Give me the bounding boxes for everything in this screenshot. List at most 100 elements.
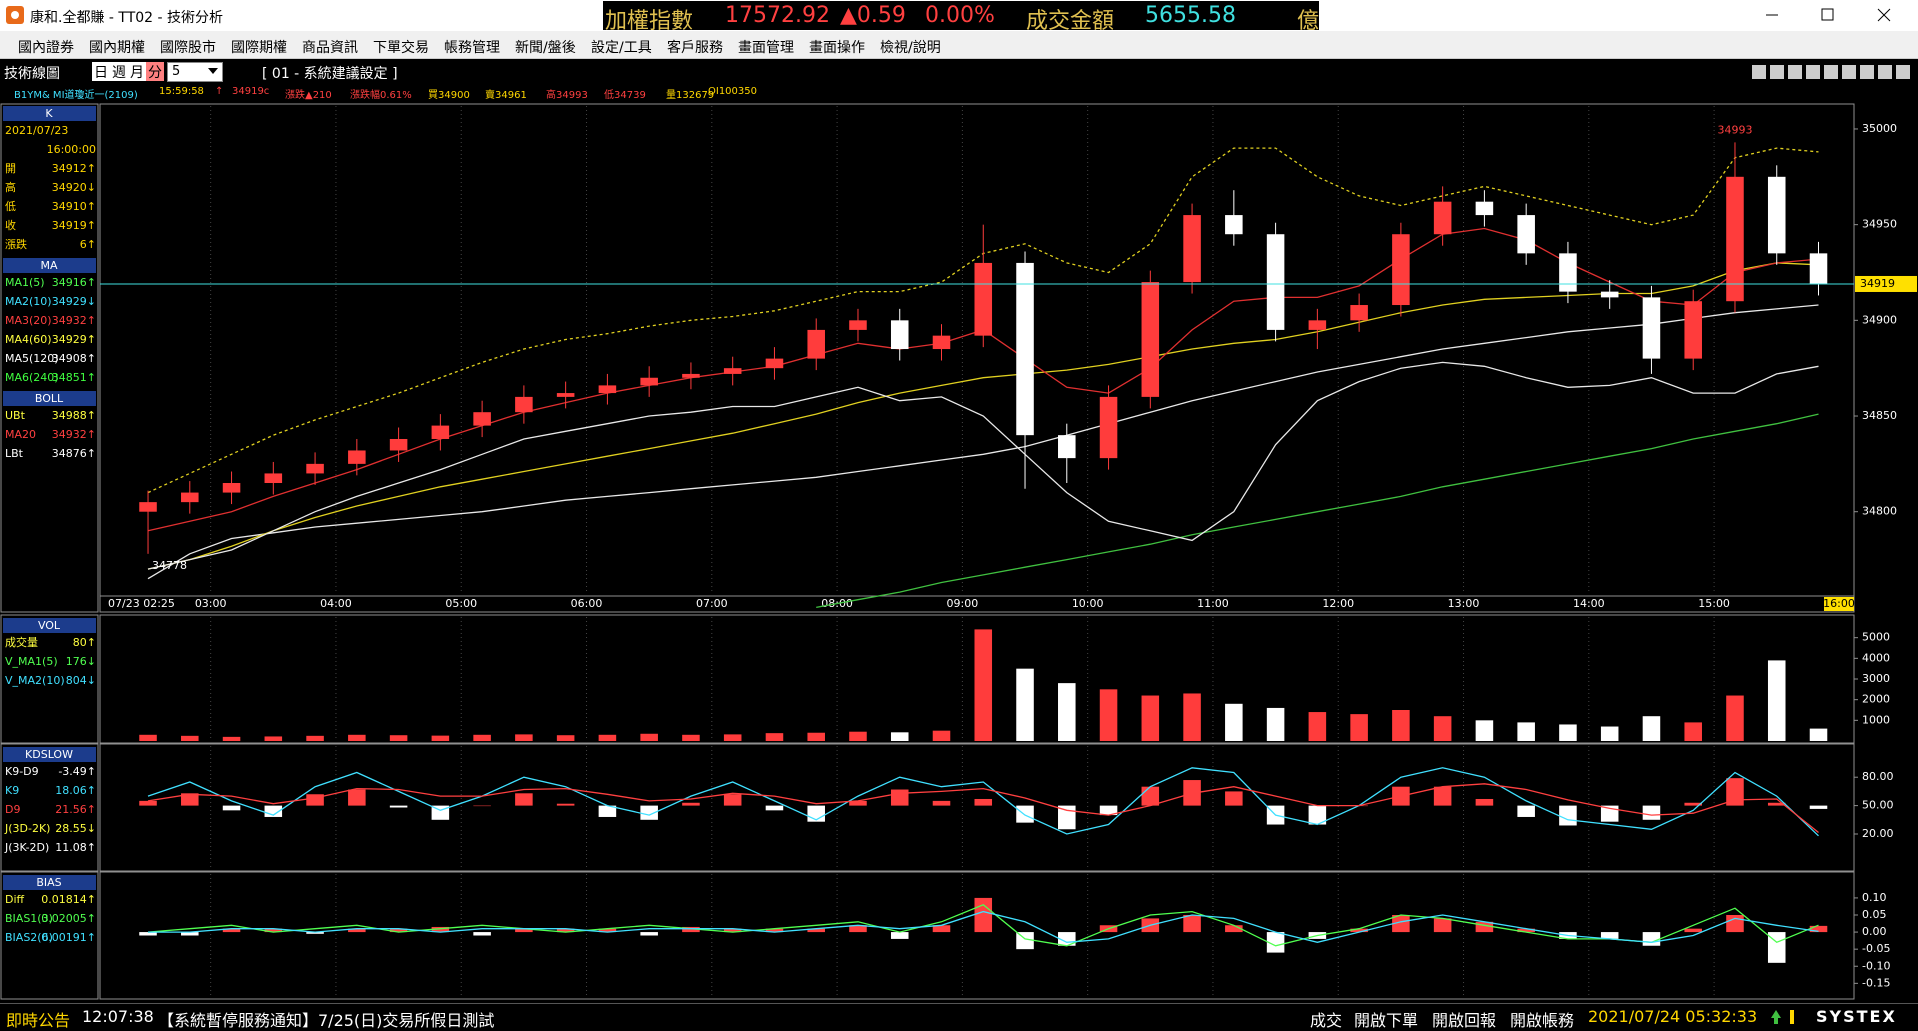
volume-bar <box>849 731 867 741</box>
indicator-bar <box>1058 805 1076 830</box>
indicator-bar <box>1016 805 1034 823</box>
x-tick-label: 12:00 <box>1322 597 1354 610</box>
indicator-bar <box>473 932 491 936</box>
menu-item[interactable]: 畫面管理 <box>738 40 794 56</box>
y-tick-label: 20.00 <box>1862 827 1894 840</box>
volume-bar <box>1559 724 1577 741</box>
menu-item[interactable]: 帳務管理 <box>444 40 500 56</box>
period-button[interactable]: 週 <box>112 65 126 81</box>
period-selector[interactable]: 日週月分 <box>92 62 164 81</box>
menu-item[interactable]: 國際期權 <box>231 40 287 56</box>
volume-bar <box>807 732 825 741</box>
indicator-bar <box>348 789 366 806</box>
indicator-bar <box>1642 805 1661 820</box>
turnover-label: 成交金額 <box>1026 9 1115 34</box>
indicator-bar <box>1726 778 1744 806</box>
indicator-line <box>816 413 1819 609</box>
legend-value: 34916↑ <box>52 276 96 289</box>
volume-bar <box>1517 722 1535 741</box>
menu-item[interactable]: 國內證券 <box>18 40 74 56</box>
indicator-bar <box>598 805 617 817</box>
menu-item[interactable]: 新聞/盤後 <box>515 40 576 56</box>
legend-value: 34929↓ <box>52 295 96 308</box>
indicator-bar <box>1684 928 1702 933</box>
indicator-bar <box>849 800 867 806</box>
status-button[interactable]: 開啟下單 <box>1354 1011 1419 1030</box>
legend-value: 34851↑ <box>52 371 96 384</box>
candle-body <box>1308 320 1327 330</box>
last-price-label: 34919 <box>1860 277 1895 290</box>
legend-title: KDSLOW <box>25 748 73 761</box>
period-button[interactable]: 月 <box>130 65 144 81</box>
setting-label: [ 01 - 系統建議設定 ] <box>262 66 398 82</box>
volume-bar <box>306 735 324 741</box>
x-start-label: 07/23 02:25 <box>108 597 175 610</box>
candle-body <box>348 450 366 464</box>
legend-header <box>3 875 96 890</box>
legend-value: 34912↑ <box>52 162 96 175</box>
status-button[interactable]: 開啟帳務 <box>1510 1011 1575 1030</box>
menu-item[interactable]: 國際股市 <box>160 40 216 56</box>
period-button[interactable]: 日 <box>94 65 108 81</box>
window-controls[interactable] <box>1750 0 1918 31</box>
legend-header <box>3 258 96 273</box>
volume-bar <box>723 734 742 741</box>
menu-item[interactable]: 客戶服務 <box>667 40 723 56</box>
legend-frame <box>0 614 99 744</box>
candle-body <box>1475 201 1494 216</box>
toolbar: 技術線圖 日週月分 5 [ 01 - 系統建議設定 ] <box>0 60 1918 84</box>
notice-text: 【系統暫停服務通知】7/25(日)交易所假日測試 <box>158 1011 495 1030</box>
menu-item[interactable]: 檢視/說明 <box>880 40 941 56</box>
indicator-bar <box>1767 932 1786 963</box>
x-tick-label: 07:00 <box>696 597 728 610</box>
indicator-bar <box>807 928 825 933</box>
volume-bar <box>1225 703 1243 741</box>
legend-value: 28.55↓ <box>55 822 96 835</box>
volume-bar <box>598 734 617 741</box>
candle-body <box>974 262 993 336</box>
volume-bar <box>1350 714 1368 741</box>
legend-value: 34919↑ <box>52 219 96 232</box>
menu-item[interactable]: 下單交易 <box>373 40 429 56</box>
legend-header <box>3 106 96 121</box>
legend-value: 34929↑ <box>52 333 96 346</box>
indicator-bar <box>598 928 617 933</box>
candle-body <box>1225 215 1243 235</box>
y-tick-label: 1000 <box>1862 713 1890 726</box>
info-field: 低34739 <box>604 90 646 101</box>
candle-body <box>932 335 951 350</box>
y-tick-label: 34800 <box>1862 505 1897 518</box>
menu-item[interactable]: 商品資訊 <box>302 40 358 56</box>
volume-bar <box>556 735 575 741</box>
ticker-value: 17572.92 <box>725 3 830 28</box>
indicator-bar <box>1809 925 1828 933</box>
candle-body <box>807 329 825 359</box>
legend-frame <box>0 103 99 613</box>
period-button[interactable]: 分 <box>146 62 164 81</box>
interval-select[interactable]: 5 <box>167 62 223 82</box>
volume-bar <box>1809 728 1828 741</box>
legend-label: 高 <box>5 180 16 194</box>
notice-label: 即時公告 <box>6 1011 71 1030</box>
status-button[interactable]: 成交 <box>1310 1011 1343 1030</box>
candle-body <box>1266 234 1285 330</box>
ticker: 加權指數 17572.92 ▲0.59 0.00% 成交金額 5655.58 億 <box>603 1 1319 34</box>
indicator-line <box>147 361 1819 570</box>
volume-bar <box>515 734 533 741</box>
x-tick-label: 06:00 <box>571 597 603 610</box>
legend-value: 34932↑ <box>52 428 96 441</box>
tool-icons[interactable] <box>1750 65 1918 81</box>
menu-item[interactable]: 國內期權 <box>89 40 145 56</box>
menu-item[interactable]: 設定/工具 <box>591 40 652 56</box>
volume-bar <box>1308 712 1327 741</box>
status-button[interactable]: 開啟回報 <box>1432 1011 1497 1030</box>
legend-frame <box>0 871 99 1000</box>
indicator-bar <box>1684 802 1702 806</box>
legend-value: 6↑ <box>80 238 96 251</box>
candle-body <box>1726 176 1744 302</box>
menu-item[interactable]: 畫面操作 <box>809 40 865 56</box>
indicator-bar <box>139 800 157 806</box>
candle-body <box>1016 262 1034 436</box>
y-tick-label: 0.05 <box>1862 908 1887 921</box>
candle-body <box>640 377 658 386</box>
